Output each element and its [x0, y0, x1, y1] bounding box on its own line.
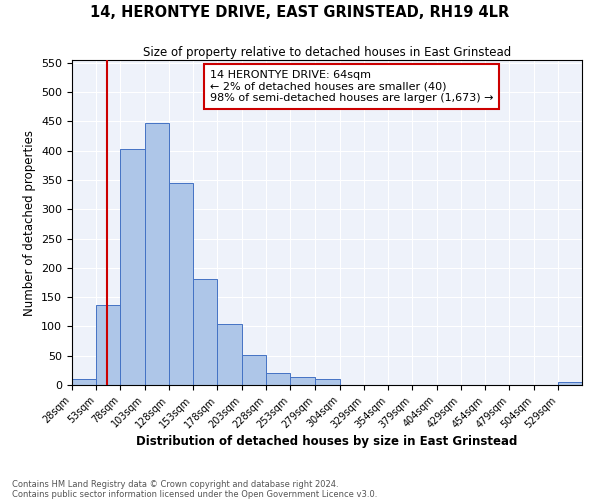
Bar: [242, 354, 266, 385]
Y-axis label: Number of detached properties: Number of detached properties: [23, 130, 35, 316]
Bar: [266, 374, 290, 385]
Bar: [193, 279, 217, 385]
Bar: [145, 123, 169, 385]
Bar: [558, 382, 582, 385]
X-axis label: Distribution of detached houses by size in East Grinstead: Distribution of detached houses by size …: [136, 435, 518, 448]
Bar: [121, 149, 145, 385]
Bar: [217, 324, 242, 385]
Text: 14 HERONTYE DRIVE: 64sqm
← 2% of detached houses are smaller (40)
98% of semi-de: 14 HERONTYE DRIVE: 64sqm ← 2% of detache…: [210, 70, 493, 103]
Text: 14, HERONTYE DRIVE, EAST GRINSTEAD, RH19 4LR: 14, HERONTYE DRIVE, EAST GRINSTEAD, RH19…: [91, 5, 509, 20]
Bar: [72, 379, 96, 385]
Bar: [96, 305, 121, 385]
Bar: [290, 378, 316, 385]
Bar: [316, 379, 340, 385]
Text: Contains HM Land Registry data © Crown copyright and database right 2024.
Contai: Contains HM Land Registry data © Crown c…: [12, 480, 377, 499]
Title: Size of property relative to detached houses in East Grinstead: Size of property relative to detached ho…: [143, 46, 511, 59]
Bar: [169, 183, 193, 385]
